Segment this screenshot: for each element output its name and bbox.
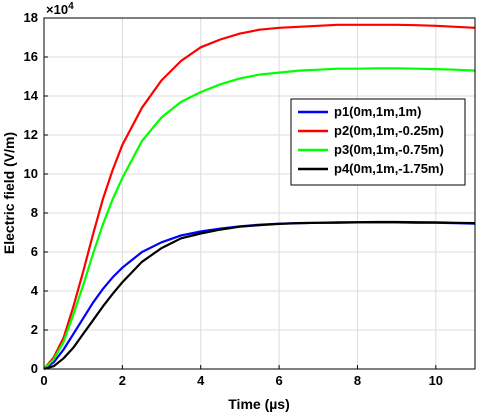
y-exponent-label: ×104 bbox=[46, 1, 74, 17]
grid bbox=[43, 17, 475, 370]
y-tick-label: 4 bbox=[31, 283, 39, 298]
x-tick-label: 2 bbox=[119, 373, 126, 388]
y-tick-labels: 0 2 4 6 8 10 12 14 16 18 bbox=[24, 10, 39, 376]
y-tick-label: 2 bbox=[31, 322, 38, 337]
y-tick-label: 18 bbox=[24, 10, 38, 25]
series-line-p1 bbox=[43, 221, 476, 370]
series-line-p2 bbox=[43, 23, 476, 370]
y-tick-label: 10 bbox=[24, 166, 38, 181]
y-tick-label: 12 bbox=[24, 127, 38, 142]
axis-ticks bbox=[43, 17, 437, 370]
series-line-p4 bbox=[43, 220, 476, 371]
plot-frame bbox=[43, 17, 476, 370]
x-tick-labels: 0 2 4 6 8 10 bbox=[40, 373, 443, 388]
x-axis-title: Time (µs) bbox=[228, 396, 290, 412]
legend-label-p1: p1(0m,1m,1m) bbox=[334, 104, 421, 119]
x-tick-label: 10 bbox=[429, 373, 443, 388]
y-tick-label: 6 bbox=[31, 244, 38, 259]
legend-label-p4: p4(0m,1m,-1.75m) bbox=[334, 161, 444, 176]
x-tick-label: 4 bbox=[197, 373, 205, 388]
y-tick-label: 8 bbox=[31, 205, 38, 220]
legend-label-p3: p3(0m,1m,-0.75m) bbox=[334, 142, 444, 157]
series-line-p3 bbox=[43, 67, 476, 370]
y-axis-title: Electric field (V/m) bbox=[1, 132, 17, 254]
x-tick-label: 0 bbox=[40, 373, 47, 388]
x-tick-label: 6 bbox=[275, 373, 282, 388]
legend: p1(0m,1m,1m) p2(0m,1m,-0.25m) p3(0m,1m,-0.… bbox=[290, 98, 466, 186]
y-tick-label: 16 bbox=[24, 49, 38, 64]
x-tick-label: 8 bbox=[354, 373, 361, 388]
legend-label-p2: p2(0m,1m,-0.25m) bbox=[334, 123, 444, 138]
y-tick-label: 14 bbox=[24, 88, 39, 103]
series-lines bbox=[43, 23, 476, 371]
legend-box bbox=[290, 98, 466, 186]
y-tick-label: 0 bbox=[31, 361, 38, 376]
